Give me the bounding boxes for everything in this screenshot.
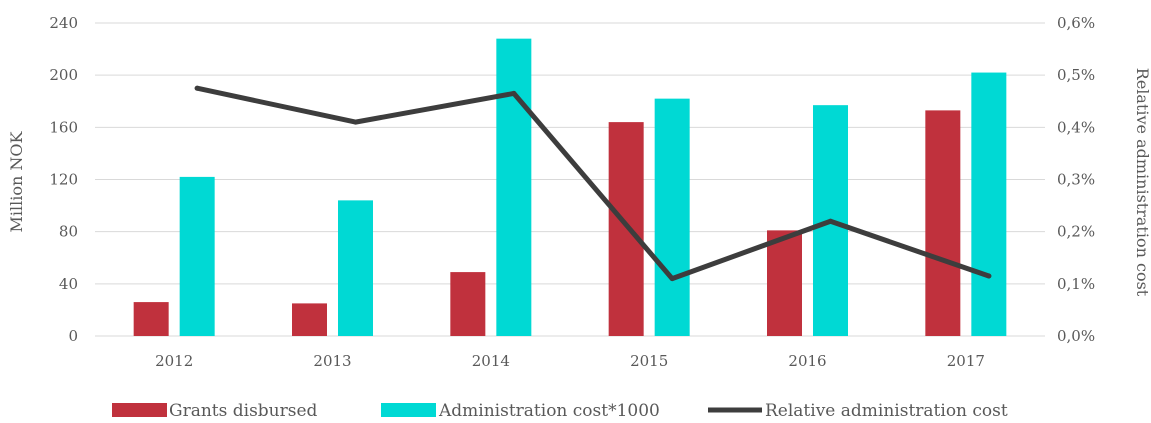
line-point [194,85,200,91]
y-tick-label-left: 160 [49,118,78,136]
line-point [828,218,833,224]
x-tick-label: 2017 [947,352,985,370]
y-tick-label-right: 0,5% [1057,66,1095,84]
y-tick-label-left: 240 [49,14,78,32]
line-point [669,276,675,282]
tick-labels: 0 0,0% 40 0,1% 80 0,2% 120 0,3% 160 0,4% 200 0,5% 24… [49,14,1095,370]
bar-grants-disbursed [133,302,169,336]
bar-administration-cost [971,72,1007,336]
bar-grants-disbursed [767,230,802,336]
y-axis-left-title: Million NOK [7,130,26,232]
line-series [194,85,992,282]
x-tick-label: 2014 [472,352,510,370]
y-tick-label-right: 0,1% [1057,275,1095,293]
bar-administration-cost [179,176,215,336]
y-tick-label-right: 0,3% [1057,171,1095,189]
legend-label-admin: Administration cost*1000 [438,401,660,419]
bar-grants-disbursed [292,303,327,336]
line-point [986,273,992,279]
y-tick-label-right: 0,4% [1057,118,1095,136]
x-tick-label: 2013 [313,352,351,370]
x-tick-label: 2012 [155,352,193,370]
gridlines [95,22,1045,337]
bar-administration-cost [496,38,532,337]
bars [133,38,1007,337]
x-tick-label: 2016 [788,352,826,370]
legend: Grants disbursed Administration cost*100… [112,401,1008,421]
y-tick-label-right: 0,2% [1057,223,1095,241]
y-tick-label-left: 0 [68,327,78,345]
legend-label-relative: Relative administration cost [765,401,1008,419]
y-tick-label-left: 40 [59,275,78,293]
bar-administration-cost [654,98,690,337]
legend-swatch-admin [381,403,436,417]
line-relative-administration-cost [194,85,992,282]
y-tick-label-right: 0,6% [1057,14,1095,32]
y-tick-label-left: 80 [59,223,78,241]
y-tick-label-left: 200 [49,66,78,84]
line-point [353,119,358,125]
line-point [511,90,517,96]
legend-label-grants: Grants disbursed [169,401,318,419]
x-tick-label: 2015 [630,352,668,370]
bar-grants-disbursed [608,122,644,336]
bar-grants-disbursed [925,110,961,336]
y-axis-right-title: Relative administration cost [1133,68,1151,297]
legend-swatch-grants [112,403,167,417]
bar-grants-disbursed [450,272,486,336]
y-tick-label-left: 120 [49,171,78,189]
bar-administration-cost [338,200,373,336]
y-tick-label-right: 0,0% [1057,327,1095,345]
